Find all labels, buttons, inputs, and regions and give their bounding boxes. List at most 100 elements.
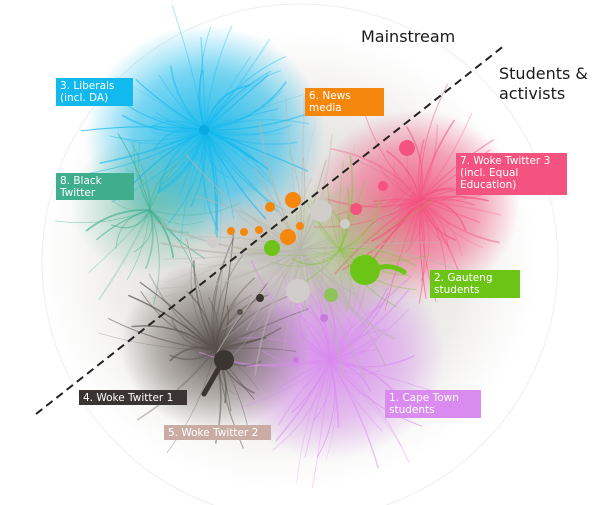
edge-wisp [204, 129, 234, 219]
edge-wisp [329, 288, 388, 361]
edge-wisp [136, 349, 216, 421]
edge-wisp [204, 81, 287, 131]
edge-wisp [212, 187, 301, 251]
edge-wisp [204, 129, 222, 248]
edge-wisp [334, 199, 421, 275]
edge-wisp [204, 79, 265, 131]
edge-wisp [88, 209, 151, 273]
edge-wisp [384, 199, 421, 311]
edge-wisp [299, 249, 349, 308]
edge-wisp [299, 249, 332, 351]
node-dark-2 [237, 309, 243, 315]
node-orange-5 [240, 228, 248, 236]
edge-wisp [213, 253, 245, 351]
edge-wisp [204, 56, 286, 131]
edge-wisp [386, 150, 421, 201]
edge-wisp [260, 175, 301, 251]
edge-wisp [156, 249, 301, 290]
edge-wisp [339, 188, 350, 251]
edge-wisp [327, 198, 421, 208]
edge-wisp [304, 359, 331, 458]
edge-wisp [184, 249, 301, 266]
node-orange-3 [265, 202, 275, 212]
edge-wisp [238, 249, 301, 293]
edge-wisp [214, 347, 297, 353]
edge-wisp [138, 142, 151, 211]
edge-wisp [419, 199, 500, 244]
edge-wisp [299, 206, 401, 251]
edge-wisp [299, 198, 428, 251]
edge-wisp [285, 97, 301, 251]
edge-wisp [299, 134, 333, 251]
node-pink [350, 203, 362, 215]
node-green [264, 240, 280, 256]
node-dark-tail [201, 363, 223, 397]
edge-wisp [167, 129, 206, 224]
node-orange-4 [255, 226, 263, 234]
edge-wisp [237, 337, 331, 361]
edge-wisp [329, 359, 382, 375]
region-label-students-activists: Students & activists [499, 64, 588, 103]
edge-wisp [95, 209, 151, 241]
node-grey-tiny [340, 219, 350, 229]
edge-wisp [234, 247, 341, 257]
node-purple-2 [293, 357, 299, 363]
edge-wisp [204, 129, 275, 187]
edge-wisp [419, 199, 481, 223]
edge-wisp [299, 189, 414, 251]
edge-wisp [115, 209, 151, 249]
edge-wisp [240, 359, 331, 408]
cluster-label-7: 7. Woke Twitter 3 (incl. Equal Education… [456, 153, 567, 195]
edge-wisp [204, 129, 269, 170]
edge-wisp [419, 124, 439, 201]
cluster-8-blob [70, 135, 230, 275]
edge-wisp [133, 209, 153, 253]
node-orange-2 [280, 229, 296, 245]
region-label-mainstream: Mainstream [361, 27, 456, 46]
edge-wisp [198, 69, 206, 131]
edge-wisp [405, 126, 423, 201]
edge-wisp [214, 329, 268, 351]
edge-wisp [169, 349, 216, 361]
edge-wisp [405, 199, 423, 253]
edge-wisp [296, 359, 331, 484]
edge-wisp [158, 74, 206, 131]
edge-wisp [204, 90, 283, 131]
edge-wisp [419, 199, 427, 300]
edge-wisp [300, 249, 341, 262]
edge-wisp [216, 249, 301, 354]
edge-wisp [149, 163, 178, 211]
edge-wisp [152, 249, 301, 299]
edge-wisp [204, 70, 281, 131]
edge-wisp [193, 260, 216, 351]
edge-wisp [339, 249, 381, 340]
edge-wisp [169, 346, 216, 362]
edge-wisp [204, 129, 282, 209]
edge-wisp [98, 332, 216, 351]
edge-wisp [204, 56, 252, 131]
edge-wisp [299, 144, 356, 251]
edge-wisp [131, 325, 216, 351]
edge-wisp [299, 241, 440, 251]
edge-wisp [378, 165, 421, 201]
edge-wisp [149, 136, 211, 211]
edge-wisp [318, 288, 336, 361]
edge-wisp [190, 263, 216, 351]
edge-wisp [250, 260, 331, 361]
edge-wisp [117, 129, 206, 145]
cluster-label-1: 1. Cape Town students [385, 390, 481, 418]
edge-wisp [299, 313, 331, 361]
edge-wisp [254, 249, 301, 376]
edge-wisp [166, 349, 216, 454]
cluster-label-5: 5. Woke Twitter 2 [164, 425, 271, 440]
edge-wisp [419, 112, 473, 201]
edge-wisp [160, 242, 301, 255]
edge-wisp [139, 281, 216, 351]
edge-wisp [419, 199, 463, 256]
edge-wisp [190, 236, 301, 251]
edge-wisp [329, 359, 423, 427]
edge-wisp [214, 308, 309, 351]
edge-wisp [299, 249, 388, 306]
edge-wisp [204, 70, 272, 131]
edge-wisp [204, 129, 218, 240]
